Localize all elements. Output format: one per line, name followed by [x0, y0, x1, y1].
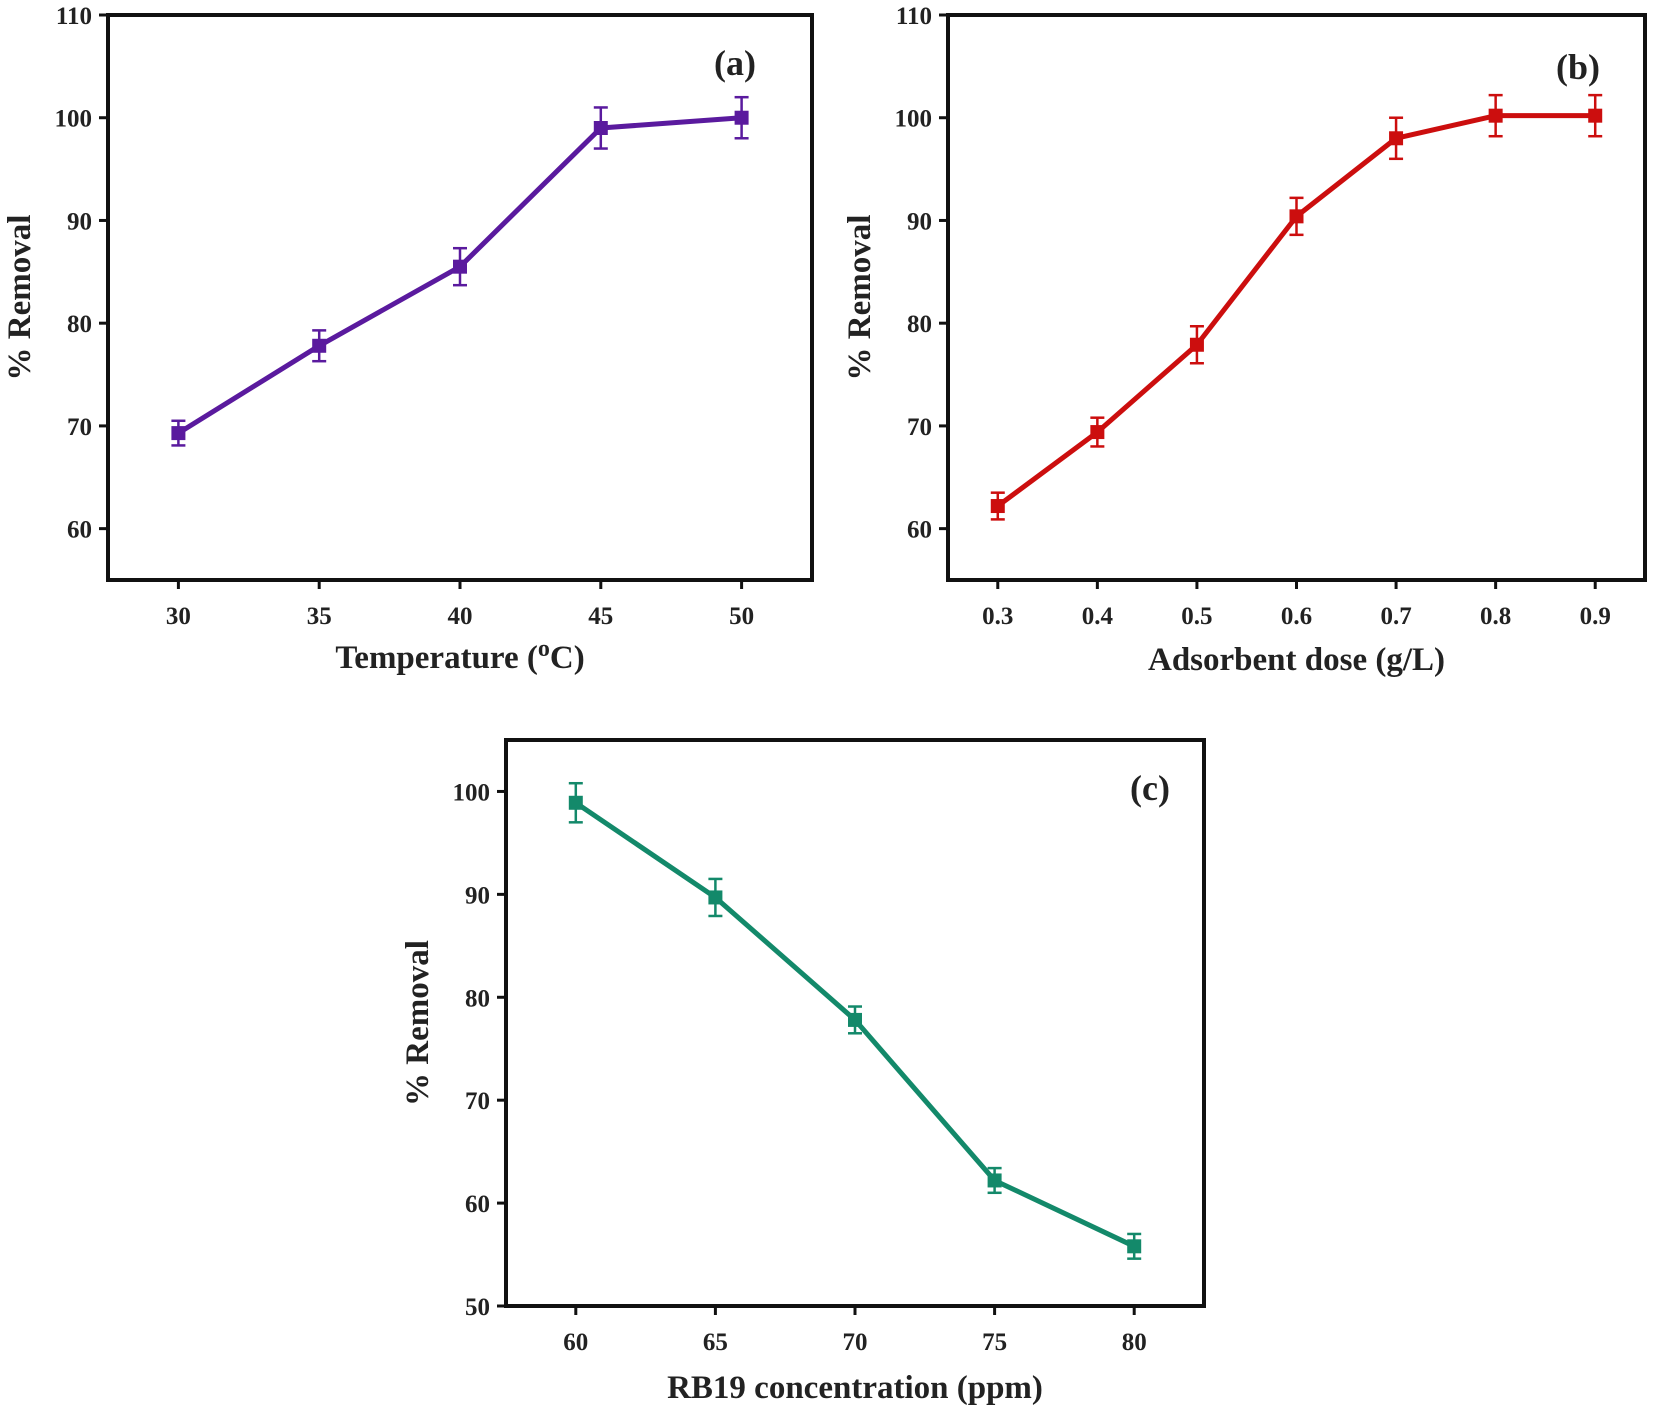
x-axis-title: Adsorbent dose (g/L) — [1148, 642, 1445, 678]
data-point — [734, 110, 749, 125]
x-tick-label: 80 — [1122, 1329, 1147, 1356]
y-tick-label: 60 — [67, 517, 92, 544]
x-tick-label: 30 — [166, 603, 191, 630]
plot-frame — [946, 13, 1647, 582]
x-tick-label: 0.9 — [1580, 603, 1611, 630]
data-point — [171, 426, 186, 441]
y-tick-label: 110 — [896, 3, 932, 30]
y-tick-label: 90 — [907, 208, 932, 235]
panel-label: (a) — [714, 43, 756, 83]
data-point — [1588, 108, 1603, 123]
data-point — [453, 259, 467, 274]
y-tick-label: 60 — [907, 517, 932, 544]
data-point — [848, 1012, 862, 1027]
data-point — [568, 795, 583, 810]
x-tick-label: 0.5 — [1181, 603, 1212, 630]
x-tick-label: 65 — [703, 1329, 728, 1356]
y-tick-label: 100 — [55, 106, 93, 133]
x-tick-label: 70 — [843, 1329, 868, 1356]
panel-label: (c) — [1130, 768, 1170, 808]
y-tick-label: 100 — [895, 106, 933, 133]
data-point — [1488, 108, 1503, 123]
chart-panel-1: 60 70 80 90 100 110 30 35 40 45 50 Temperature (oC)… — [2, 3, 814, 676]
x-tick-label: 35 — [307, 603, 332, 630]
data-point — [990, 499, 1005, 514]
x-tick-label: 45 — [588, 603, 613, 630]
y-tick-label: 70 — [907, 414, 932, 441]
y-tick-label: 80 — [465, 985, 490, 1012]
y-tick-label: 80 — [67, 311, 92, 338]
y-tick-label: 90 — [465, 882, 490, 909]
x-tick-label: 0.7 — [1380, 603, 1411, 630]
data-point — [1189, 337, 1204, 352]
chart-panel-2: 60 70 80 90 100 110 0.3 0.4 0.5 0.6 0.7 0.8 0.9 Adsor… — [842, 3, 1647, 678]
data-point — [987, 1173, 1002, 1188]
data-point — [1090, 425, 1105, 440]
panel-label: (b) — [1556, 47, 1600, 87]
y-tick-label: 70 — [67, 414, 92, 441]
y-tick-label: 90 — [67, 208, 92, 235]
y-tick-label: 50 — [465, 1294, 490, 1321]
y-tick-label: 60 — [465, 1191, 490, 1218]
series-line — [996, 113, 1596, 509]
x-tick-label: 50 — [729, 603, 754, 630]
x-axis-title: RB19 concentration (ppm) — [667, 1370, 1043, 1406]
x-tick-label: 75 — [982, 1329, 1007, 1356]
y-axis-title: % Removal — [2, 215, 38, 381]
x-tick-label: 0.4 — [1082, 603, 1114, 630]
x-tick-label: 60 — [563, 1329, 588, 1356]
y-axis-title: % Removal — [842, 215, 878, 381]
x-axis-title: Temperature (oC) — [335, 636, 584, 676]
plot-frame — [106, 13, 814, 582]
y-tick-label: 80 — [907, 311, 932, 338]
x-tick-label: 0.8 — [1480, 603, 1511, 630]
data-point — [1289, 209, 1304, 224]
x-tick-label: 40 — [448, 603, 473, 630]
chart-panel-3: 50 60 70 80 90 100 60 65 70 75 80 RB19 concentratio… — [400, 738, 1206, 1406]
y-tick-label: 110 — [56, 3, 92, 30]
y-tick-label: 100 — [453, 779, 491, 806]
data-point — [1127, 1239, 1142, 1254]
data-point — [593, 121, 608, 135]
x-tick-label: 0.3 — [982, 603, 1013, 630]
x-tick-label: 0.6 — [1281, 603, 1312, 630]
data-point — [312, 338, 327, 353]
data-point — [708, 890, 723, 905]
data-point — [1389, 131, 1404, 146]
y-axis-title: % Removal — [400, 940, 436, 1106]
y-tick-label: 70 — [465, 1088, 490, 1115]
